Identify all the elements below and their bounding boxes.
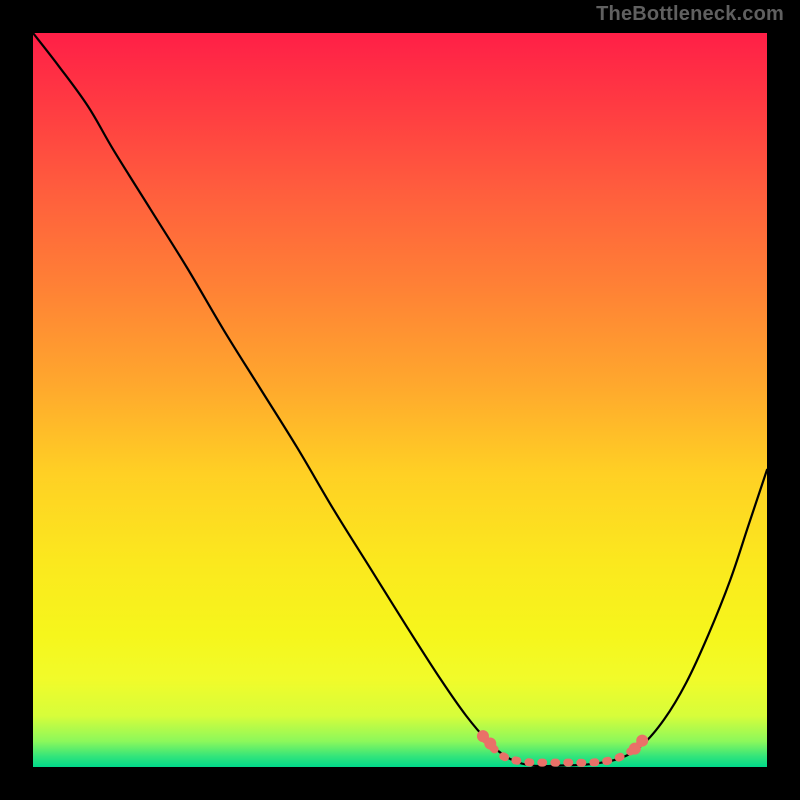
chart-outer-frame: TheBottleneck.com — [0, 0, 800, 800]
attribution-label: TheBottleneck.com — [596, 3, 784, 26]
curve-layer — [33, 33, 767, 767]
valley-markers — [477, 731, 647, 754]
valley-dashed-overlay — [484, 738, 642, 762]
bottleneck-curve — [33, 33, 767, 766]
valley-marker — [637, 735, 648, 746]
valley-marker — [485, 738, 496, 749]
plot-area — [33, 33, 767, 767]
